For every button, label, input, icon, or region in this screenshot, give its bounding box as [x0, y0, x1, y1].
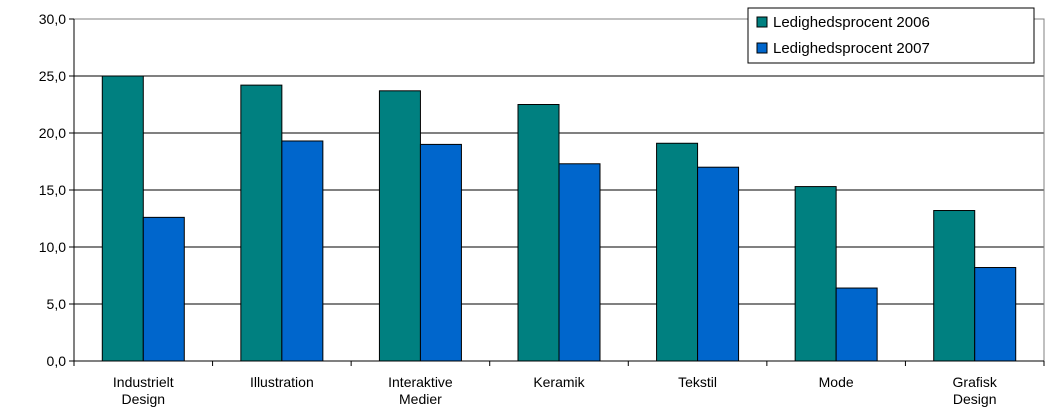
x-category-label: Illustration	[250, 374, 314, 390]
y-tick-label: 20,0	[39, 125, 66, 141]
x-category-label: Tekstil	[678, 374, 717, 390]
bar-series-2	[558, 163, 601, 362]
legend-swatch	[756, 16, 768, 28]
y-tick-label: 25,0	[39, 68, 66, 84]
bar-series-1	[933, 210, 976, 362]
bar-series-2	[419, 143, 462, 362]
bar-series-1	[517, 104, 560, 362]
bar-series-2	[142, 216, 185, 362]
x-category-label: Interaktive Medier	[388, 374, 453, 407]
legend-label: Ledighedsprocent 2007	[773, 40, 930, 57]
bar-series-1	[794, 186, 837, 362]
y-tick-label: 0,0	[47, 353, 67, 369]
y-axis-ticks: 0,0 5,0 10,0 15,0 20,0 25,0 30,0	[39, 11, 74, 369]
legend: Ledighedsprocent 2006 Ledighedsprocent 20…	[747, 7, 1035, 64]
bar-series-2	[835, 287, 878, 362]
x-category-label: Keramik	[533, 374, 585, 390]
bar-series-1	[101, 75, 144, 362]
legend-label: Ledighedsprocent 2006	[773, 14, 930, 31]
bar-series-2	[974, 267, 1017, 362]
bar-series-1	[378, 90, 421, 362]
legend-swatch	[756, 42, 768, 54]
x-category-label: Mode	[819, 374, 854, 390]
bars	[101, 75, 1017, 362]
x-category-label: Grafisk Design	[953, 374, 998, 407]
bar-series-2	[697, 166, 740, 362]
bar-series-2	[281, 140, 324, 362]
y-tick-label: 5,0	[47, 296, 67, 312]
y-tick-label: 10,0	[39, 239, 66, 255]
x-axis-ticks: Industrielt Design Illustration Interaktive…	[73, 361, 1045, 407]
bar-series-1	[656, 142, 699, 362]
bar-series-1	[240, 84, 283, 362]
x-category-label: Industrielt Design	[113, 374, 174, 407]
legend-box	[747, 7, 1035, 64]
y-tick-label: 30,0	[39, 11, 66, 27]
y-tick-label: 15,0	[39, 182, 66, 198]
